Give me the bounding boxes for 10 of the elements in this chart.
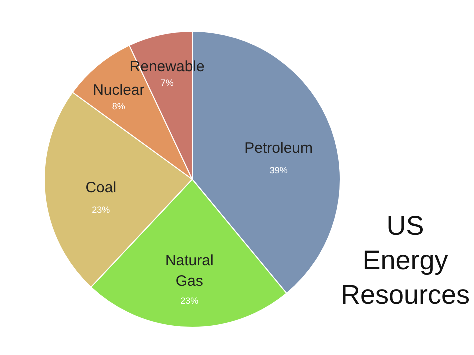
data-label: 23%	[92, 205, 110, 216]
data-label: 39%	[270, 165, 288, 176]
slice-label: Nuclear	[93, 82, 145, 100]
text: US Energy Resources	[340, 211, 470, 310]
slice-label: Petroleum	[244, 140, 314, 157]
slice-label: Coal	[86, 180, 117, 197]
data-label: 7%	[160, 78, 174, 88]
data-label: 23%	[180, 296, 199, 306]
data-label: 8%	[112, 102, 126, 112]
slice-label: Natural Gas	[165, 252, 214, 290]
